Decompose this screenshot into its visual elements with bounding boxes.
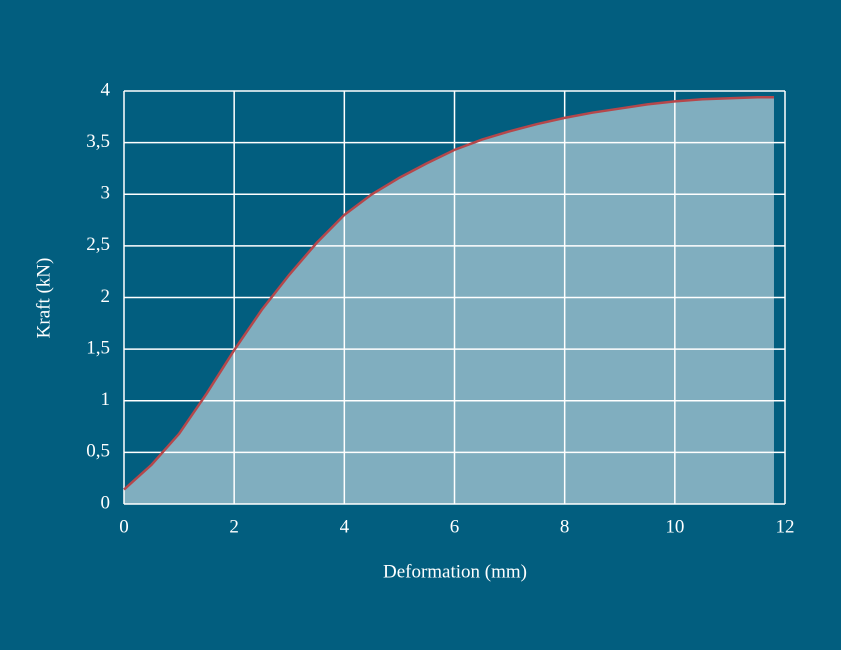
- area-fill: [124, 97, 774, 504]
- y-tick-label: 1: [101, 389, 111, 410]
- y-tick-label: 1,5: [86, 337, 110, 358]
- x-tick-label: 12: [776, 516, 795, 537]
- x-tick-label: 10: [665, 516, 684, 537]
- x-tick-label: 2: [229, 516, 239, 537]
- y-tick-label: 0,5: [86, 441, 110, 462]
- x-tick-label: 0: [119, 516, 129, 537]
- x-axis-label: Deformation (mm): [383, 561, 527, 582]
- x-tick-label: 8: [560, 516, 570, 537]
- x-tick-label: 4: [340, 516, 350, 537]
- y-tick-label: 4: [101, 79, 111, 100]
- y-tick-label: 2,5: [86, 234, 110, 255]
- y-tick-label: 2: [101, 286, 111, 307]
- y-tick-label: 3: [101, 183, 111, 204]
- x-tick-label: 6: [450, 516, 460, 537]
- line: [123, 95, 774, 491]
- y-tick-label: 3,5: [86, 131, 110, 152]
- y-axis-label: Kraft (kN): [33, 258, 54, 339]
- y-tick-label: 0: [101, 492, 111, 513]
